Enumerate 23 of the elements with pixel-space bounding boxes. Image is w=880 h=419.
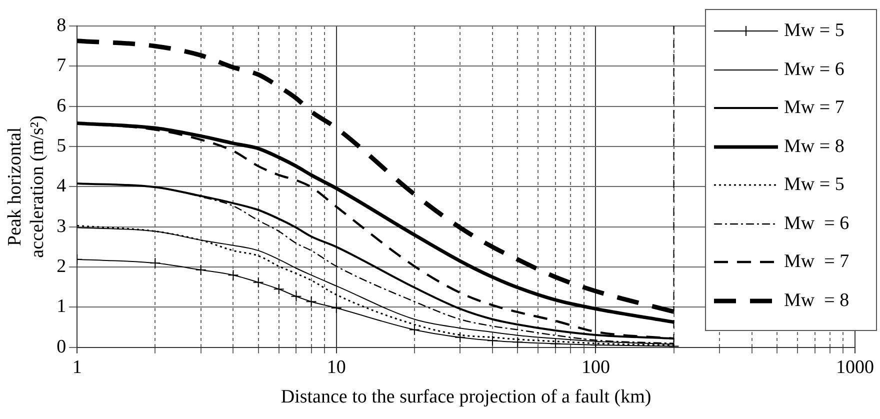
legend-label: Mw = 8 [784, 136, 844, 158]
legend-label: Mw = 5 [784, 174, 844, 196]
y-tick-label: 4 [56, 176, 67, 197]
x-axis-title: Distance to the surface projection of a fault (km) [280, 386, 652, 408]
y-tick-label: 6 [56, 95, 66, 116]
x-tick-label: 10 [326, 356, 346, 378]
y-tick-label: 3 [56, 216, 66, 237]
legend-label: Mw = 6 [784, 212, 850, 235]
legend-label: Mw = 6 [784, 58, 844, 81]
legend-label: Mw = 5 [784, 20, 844, 42]
x-tick-label: 1 [72, 356, 82, 378]
legend-label: Mw = 8 [784, 290, 850, 312]
legend-label: Mw = 7 [784, 97, 844, 120]
y-tick-label: 5 [56, 136, 66, 157]
x-tick-label: 1000 [836, 356, 874, 378]
y-tick-label: 8 [56, 14, 66, 36]
y-axis-title: Peak horizontal acceleration (m/s²) [4, 116, 48, 258]
y-tick-label: 7 [56, 55, 66, 76]
legend-label: Mw = 7 [784, 251, 850, 274]
y-tick-label: 2 [56, 256, 66, 278]
y-tick-label: 0 [56, 336, 66, 358]
x-tick-label: 100 [581, 356, 610, 378]
y-tick-label: 1 [56, 296, 66, 318]
